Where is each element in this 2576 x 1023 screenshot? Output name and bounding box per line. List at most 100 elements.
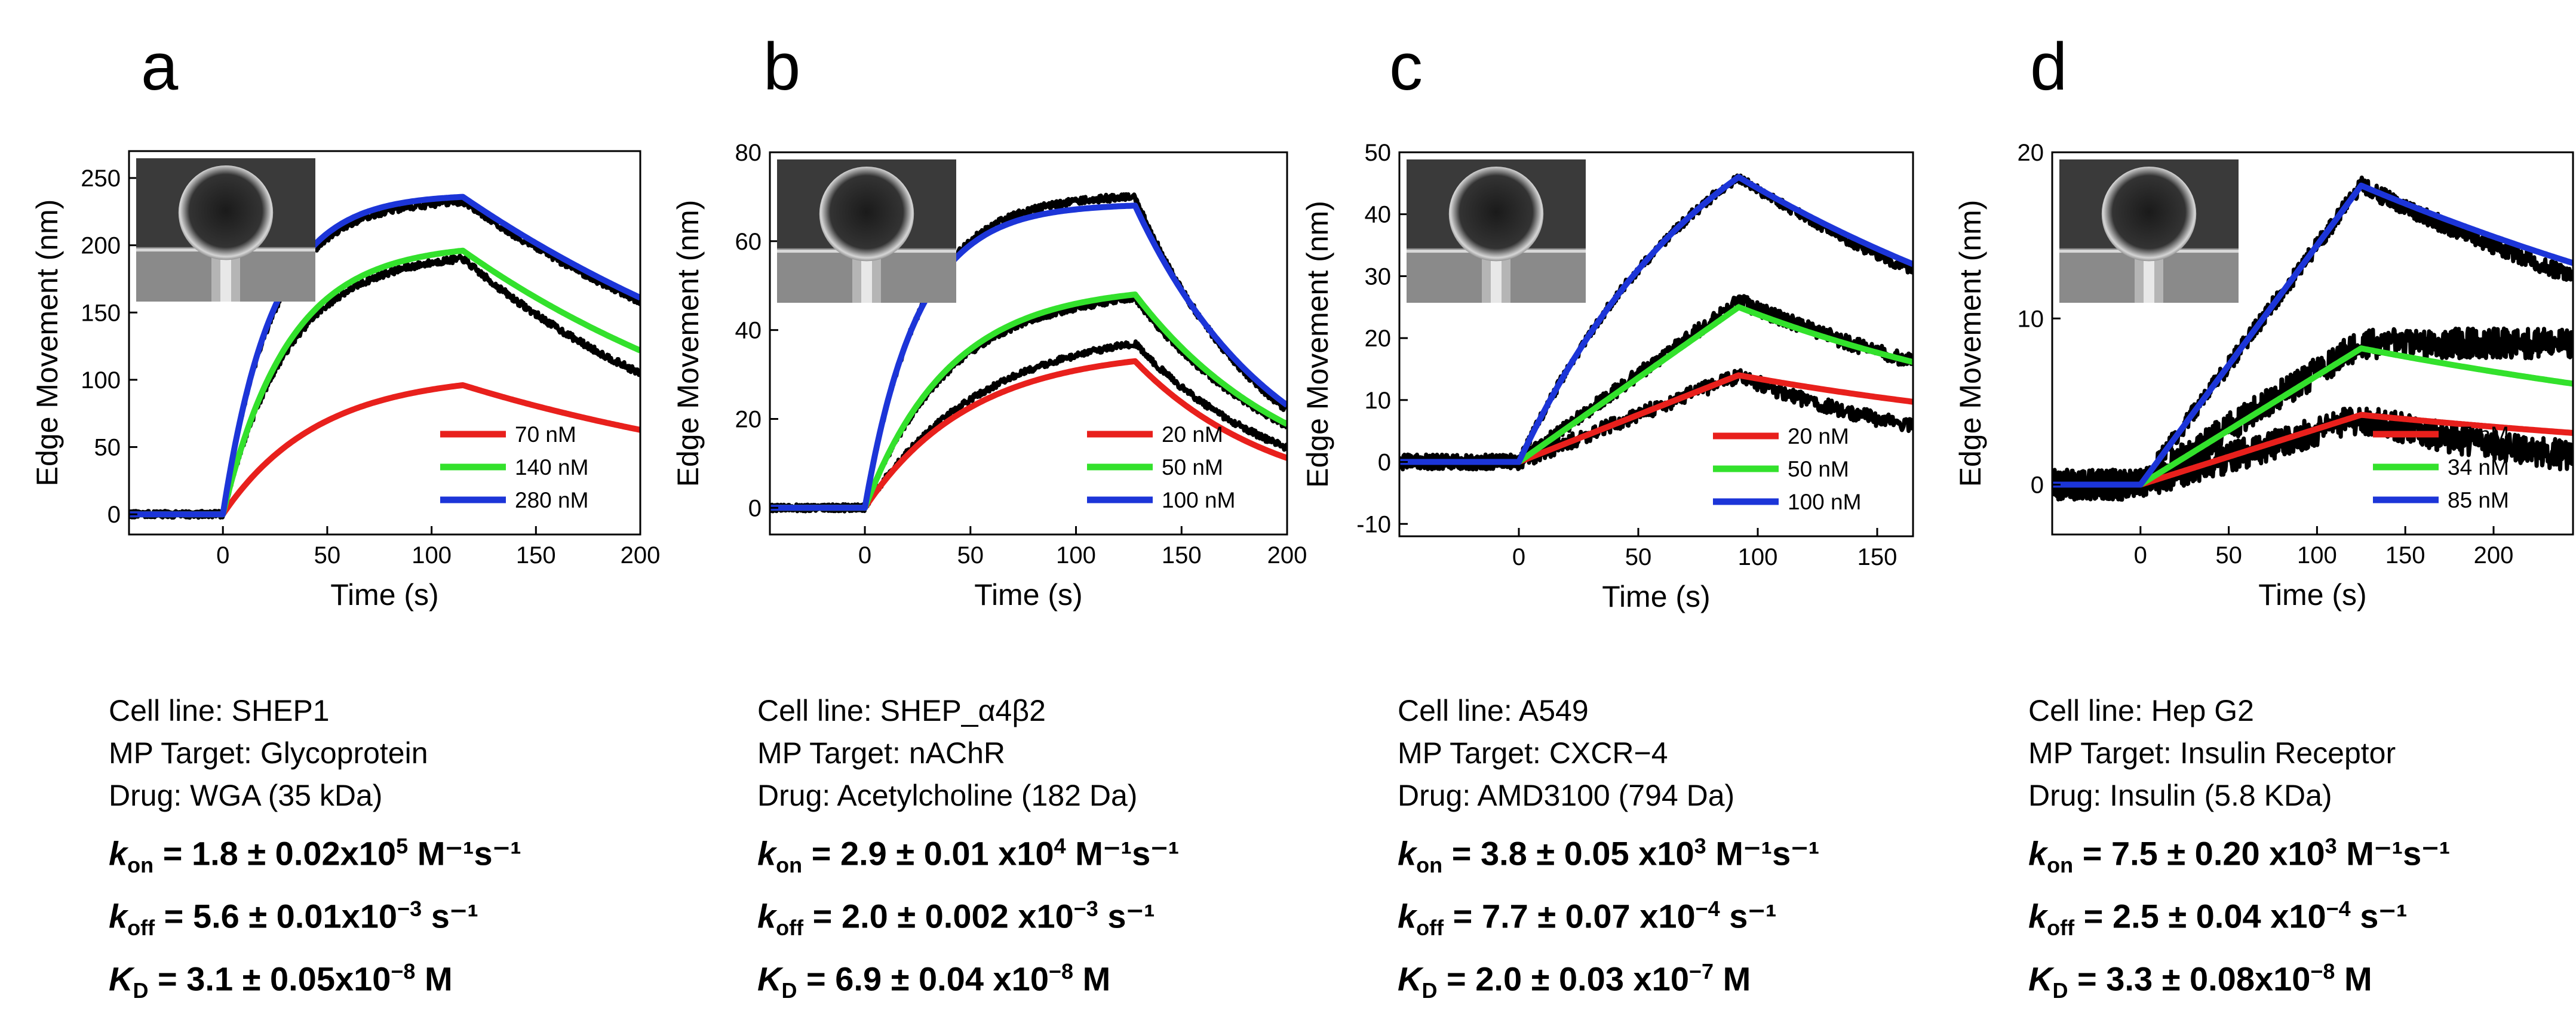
drug-b: Drug: Acetylcholine (182 Da) [757,779,1138,812]
y-axis-title: Edge Movement (nm) [1301,201,1334,488]
panel-d: d 0 50 100 150 200 0 10 20 Time (s) Edge Movement … [1932,0,2575,1023]
chart-d: d 0 50 100 150 200 0 10 20 Time (s) Edge Movement … [1954,29,2574,612]
legend-label: 85 nM [2448,488,2509,512]
legend-label: 70 nM [515,422,576,447]
panel-letter: a [141,29,179,104]
x-axis-title: Time (s) [1602,580,1710,613]
y-tick-label: 20 [1365,325,1392,352]
y-axis-title: Edge Movement (nm) [671,200,705,487]
panel-letter: c [1389,29,1423,104]
chart-a: a 0 50 100 150 200 0 50 100 150 200 250 Time (s) Edge… [30,29,660,612]
y-tick-label: 40 [735,318,762,344]
legend-label: 100 nM [1162,488,1235,512]
fit-line-280-nM [129,193,640,518]
y-tick-label: 80 [735,140,762,166]
info-b: Cell line: SHEP_α4β2 MP Target: nAChR Dr… [757,690,1179,1012]
y-axis-title: Edge Movement (nm) [30,199,64,487]
x-tick-label: 50 [957,542,984,569]
panel-letter: d [2030,29,2067,104]
y-tick-label: 10 [1365,388,1392,414]
y-tick-label: 20 [2018,140,2044,166]
plot-frame [2051,151,2574,536]
kd-b: KD = 6.9 ± 0.04 x10−8 M [757,959,1111,1003]
fit-line-100-nM [1399,174,1913,465]
x-tick-label: 150 [1162,542,1202,569]
legend-label: 50 nM [1788,457,1849,481]
y-tick-label: 50 [1365,140,1392,166]
target-c: MP Target: CXCR−4 [1398,736,1668,770]
x-tick-label: 100 [1056,542,1096,569]
y-tick-label: 0 [2031,472,2044,499]
target-a: MP Target: Glycoprotein [109,736,428,770]
y-axis-title: Edge Movement (nm) [1954,200,1987,487]
drug-c: Drug: AMD3100 (794 Da) [1398,779,1735,812]
inset-cell-image [1407,159,1586,303]
y-tick-label: 200 [81,233,121,259]
x-tick-label: 0 [858,542,871,569]
panel-a: a 0 50 100 150 200 0 50 100 150 200 250 Time (s) Edge… [0,0,660,1023]
info-c: Cell line: A549 MP Target: CXCR−4 Drug: … [1398,690,1819,1012]
x-tick-label: 100 [412,542,452,569]
legend-label: 20 nM [1788,424,1849,448]
y-tick-label: 150 [81,300,121,326]
target-d: MP Target: Insulin Receptor [2028,736,2396,770]
legend-label: 17 nM [2448,422,2509,447]
kd-c: KD = 2.0 ± 0.03 x10−7 M [1398,959,1751,1003]
y-tick-label: 100 [81,367,121,394]
info-a: Cell line: SHEP1 MP Target: Glycoprotein… [109,690,521,1012]
y-tick-label: 50 [94,435,121,461]
y-tick-label: 0 [1378,450,1391,476]
kon-a: kon = 1.8 ± 0.02x105 M⁻¹s⁻¹ [109,834,521,877]
info-d: Cell line: Hep G2 MP Target: Insulin Rec… [2028,690,2450,1012]
x-tick-label: 150 [516,542,556,569]
fit-line-20-nM [1399,372,1913,465]
x-tick-label: 150 [1857,544,1898,570]
x-tick-label: 200 [1267,542,1307,569]
inset-cell-image [136,158,315,302]
koff-d: koff = 2.5 ± 0.04 x10−4 s⁻¹ [2028,896,2408,940]
koff-b: koff = 2.0 ± 0.002 x10−3 s⁻¹ [757,896,1155,940]
legend-label: 50 nM [1162,455,1223,480]
y-tick-label: 10 [2018,306,2044,332]
y-tick-label: 40 [1365,202,1392,228]
target-b: MP Target: nAChR [757,736,1006,770]
drug-a: Drug: WGA (35 kDa) [109,779,383,812]
x-tick-label: 100 [1738,544,1778,570]
chart-b: b 0 50 100 150 200 0 20 40 60 80 Time (s) Edge Movem… [671,29,1307,612]
koff-a: koff = 5.6 ± 0.01x10−3 s⁻¹ [109,896,479,940]
kd-d: KD = 3.3 ± 0.08x10−8 M [2028,959,2372,1003]
cell-line-b: Cell line: SHEP_α4β2 [757,694,1046,727]
plot-frame [128,150,641,536]
kon-c: kon = 3.8 ± 0.05 x103 M⁻¹s⁻¹ [1398,834,1820,877]
chart-c: c 0 50 100 150 -10 0 10 20 30 40 50 Time (s) Edge Mov… [1301,29,1914,613]
panel-b: b 0 50 100 150 200 0 20 40 60 80 Time (s) Edge Movem… [644,0,1307,1023]
x-tick-label: 50 [1625,544,1652,570]
legend-label: 280 nM [515,488,588,512]
y-tick-label: 30 [1365,263,1392,290]
y-tick-label: -10 [1356,511,1391,537]
y-tick-label: 60 [735,229,762,255]
fit-line-100-nM [770,202,1287,511]
x-tick-label: 50 [314,542,341,569]
x-tick-label: 100 [2297,542,2337,569]
drug-d: Drug: Insulin (5.8 KDa) [2028,779,2332,812]
x-tick-label: 50 [2215,542,2242,569]
y-tick-label: 250 [81,165,121,192]
legend-label: 34 nM [2448,455,2509,480]
x-tick-label: 0 [1512,544,1525,570]
panel-c: c 0 50 100 150 -10 0 10 20 30 40 50 Time (s) Edge Mov… [1288,0,1932,1023]
x-tick-label: 200 [621,542,661,569]
cell-line-d: Cell line: Hep G2 [2028,694,2254,727]
x-tick-label: 200 [2474,542,2514,569]
x-tick-label: 0 [216,542,229,569]
raw-trace [1399,368,1913,472]
legend-label: 140 nM [515,455,588,480]
x-axis-title: Time (s) [330,578,438,612]
legend-label: 100 nM [1788,490,1861,514]
y-tick-label: 20 [735,407,762,433]
y-tick-label: 0 [748,495,762,521]
x-tick-label: 150 [2385,542,2425,569]
x-axis-title: Time (s) [2258,578,2366,612]
koff-c: koff = 7.7 ± 0.07 x10−4 s⁻¹ [1398,896,1777,940]
kon-d: kon = 7.5 ± 0.20 x103 M⁻¹s⁻¹ [2028,834,2451,877]
